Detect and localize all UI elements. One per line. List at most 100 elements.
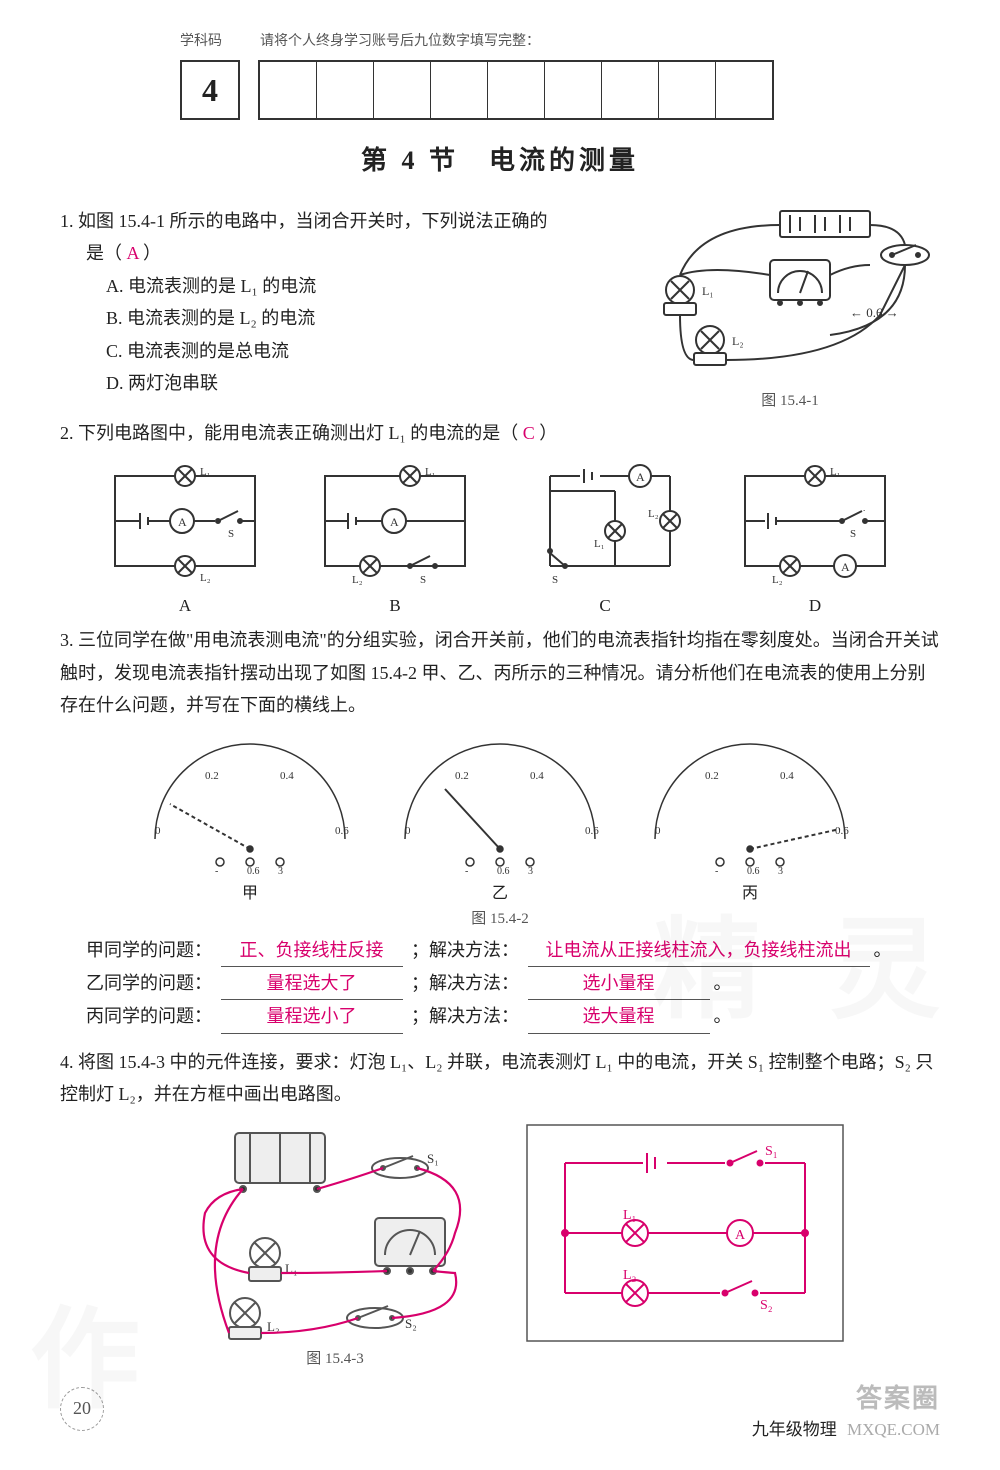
code-cell[interactable] [716, 62, 772, 118]
q4-schematic: S₁ L₁ A L₂ S₂ [525, 1123, 845, 1343]
subject-code-box: 4 [180, 60, 240, 120]
svg-text:0.6: 0.6 [747, 866, 760, 874]
q2-label-c: C [520, 596, 690, 616]
q3-yi-problem: 量程选大了 [221, 967, 403, 1000]
q3-jia-problem: 正、负接线柱反接 [221, 934, 403, 967]
svg-text:0: 0 [405, 825, 411, 837]
q2-circuits: L₁ A S L₂ A L₁ [80, 461, 920, 616]
svg-text:S₂: S₂ [760, 1298, 773, 1313]
q3-fig-caption: 图 15.4-2 [60, 907, 940, 928]
code-cell[interactable] [545, 62, 602, 118]
q3-bing-solve: 选大量程 [528, 1000, 710, 1033]
subject-code-label: 学科码 [180, 30, 222, 50]
q1-stem-line2: 是（ A ） [86, 237, 630, 269]
svg-text:0: 0 [655, 825, 661, 837]
svg-text:L₁: L₁ [425, 466, 436, 478]
q1-opt-b: B. 电流表测的是 L₂ 的电流 [106, 302, 630, 334]
svg-text:L₂: L₂ [648, 508, 659, 520]
account-label: 请将个人终身学习账号后九位数字填写完整： [260, 30, 540, 50]
q1-answer: A [127, 243, 139, 263]
code-cell[interactable] [431, 62, 488, 118]
header-labels: 学科码 请将个人终身学习账号后九位数字填写完整： [180, 30, 940, 50]
code-cell[interactable] [260, 62, 317, 118]
svg-text:0.6: 0.6 [247, 866, 260, 874]
code-row: 4 [180, 60, 940, 120]
svg-text:S₁: S₁ [765, 1144, 778, 1159]
question-2: 2. 下列电路图中，能用电流表正确测出灯 L₁ 的电流的是（ C ） [60, 417, 940, 449]
section-title: 第 4 节 电流的测量 [60, 140, 940, 177]
q3-stem: 3. 三位同学在做"用电流表测电流"的分组实验，闭合开关前，他们的电流表指针均指… [60, 630, 939, 715]
answer-circle-wm: 答案圈 [752, 1378, 940, 1415]
svg-text:A: A [735, 1228, 746, 1243]
meter-label-jia: 甲 [135, 879, 365, 903]
svg-text:L₁: L₁ [594, 538, 605, 550]
q3-meters: - 0.6 3 0 0.2 0.4 0.6 甲 - 0. [60, 734, 940, 903]
q2-circuit-b: L₁ A L₂ S B [310, 461, 480, 616]
svg-text:S: S [552, 574, 558, 586]
svg-text:L₁: L₁ [702, 284, 714, 298]
q1-stem-line1: 1. 如图 15.4-1 所示的电路中，当闭合开关时，下列说法正确的 [60, 211, 548, 231]
q2-label-a: A [100, 596, 270, 616]
q1-opt-a: A. 电流表测的是 L₁ 的电流 [106, 270, 630, 302]
code-cell[interactable] [374, 62, 431, 118]
svg-text:0.2: 0.2 [205, 770, 219, 782]
q1-opt-d: D. 两灯泡串联 [106, 367, 630, 399]
question-1: 1. 如图 15.4-1 所示的电路中，当闭合开关时，下列说法正确的 是（ A … [60, 205, 940, 405]
meter-label-yi: 乙 [385, 879, 615, 903]
svg-text:A: A [636, 470, 645, 484]
svg-text:S: S [850, 528, 856, 540]
svg-text:0.6: 0.6 [497, 866, 510, 874]
svg-text:L₁: L₁ [830, 466, 841, 478]
svg-text:S: S [420, 574, 426, 586]
code-cell[interactable] [488, 62, 545, 118]
svg-text:L₁: L₁ [200, 466, 211, 478]
svg-text:L₂: L₂ [772, 574, 783, 586]
svg-text:L₂: L₂ [200, 572, 211, 584]
svg-text:-: - [465, 866, 468, 874]
q3-yi-solve: 选小量程 [528, 967, 710, 1000]
account-cells [258, 60, 774, 120]
svg-text:A: A [841, 560, 850, 574]
q4-stem: 4. 将图 15.4-3 中的元件连接，要求：灯泡 L₁、L₂ 并联，电流表测灯… [60, 1052, 933, 1104]
svg-text:0.4: 0.4 [530, 770, 544, 782]
svg-text:L₂: L₂ [623, 1268, 637, 1283]
svg-text:S₂: S₂ [405, 1316, 417, 1331]
svg-text:L₂: L₂ [352, 574, 363, 586]
q3-jia-solve: 让电流从正接线柱流入，负接线柱流出 [528, 934, 870, 967]
meter-jia: - 0.6 3 0 0.2 0.4 0.6 [135, 734, 365, 874]
meter-label-bing: 丙 [635, 879, 865, 903]
code-cell[interactable] [659, 62, 716, 118]
q3-answers: 甲同学的问题： 正、负接线柱反接 ；解决方法： 让电流从正接线柱流入，负接线柱流… [86, 934, 940, 1034]
svg-text:L₂: L₂ [732, 334, 744, 348]
svg-text:0.6: 0.6 [835, 825, 849, 837]
code-cell[interactable] [317, 62, 374, 118]
question-3: 3. 三位同学在做"用电流表测电流"的分组实验，闭合开关前，他们的电流表指针均指… [60, 624, 940, 721]
svg-text:A: A [178, 515, 187, 529]
ammeter-range-text: ← 0.6 → [850, 305, 899, 320]
svg-text:3: 3 [278, 866, 283, 874]
svg-text:0.6: 0.6 [335, 825, 349, 837]
svg-text:-: - [215, 866, 218, 874]
q3-bing-problem: 量程选小了 [221, 1000, 403, 1033]
q2-circuit-a: L₁ A S L₂ A [100, 461, 270, 616]
svg-text:A: A [390, 515, 399, 529]
q2-circuit-c: A L₂ L₁ S C [520, 461, 690, 616]
q2-label-d: D [730, 596, 900, 616]
svg-text:0: 0 [155, 825, 161, 837]
q4-figures: S₁ L₁ L₂ S₂ [60, 1123, 940, 1368]
svg-text:3: 3 [778, 866, 783, 874]
q2-answer: C [523, 423, 535, 443]
q2-label-b: B [310, 596, 480, 616]
svg-text:0.4: 0.4 [780, 770, 794, 782]
q3-row-bing: 丙同学的问题： 量程选小了 ；解决方法： 选大量程。 [86, 1000, 940, 1033]
svg-text:L₁: L₁ [623, 1208, 636, 1223]
q3-row-yi: 乙同学的问题： 量程选大了 ；解决方法： 选小量程。 [86, 967, 940, 1000]
page-number: 20 [60, 1387, 104, 1431]
svg-text:0.6: 0.6 [585, 825, 599, 837]
question-4: 4. 将图 15.4-3 中的元件连接，要求：灯泡 L₁、L₂ 并联，电流表测灯… [60, 1046, 940, 1111]
q1-fig-caption: 图 15.4-1 [640, 388, 940, 415]
q1-figure: L₁ L₂ ← 0.6 → 图 15.4-1 [640, 205, 940, 415]
q1-opt-c: C. 电流表测的是总电流 [106, 335, 630, 367]
svg-text:S₁: S₁ [427, 1151, 439, 1166]
code-cell[interactable] [602, 62, 659, 118]
